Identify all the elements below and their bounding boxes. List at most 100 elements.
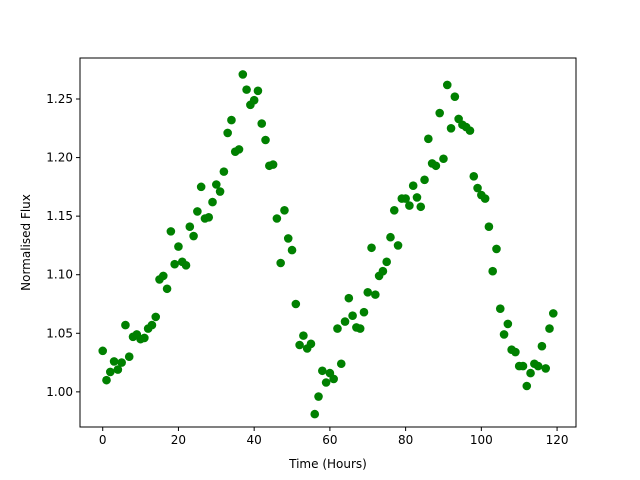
data-point [541, 364, 551, 373]
data-point [473, 183, 482, 193]
data-points [98, 70, 558, 419]
data-point [401, 194, 410, 203]
data-point [386, 232, 395, 242]
data-point [363, 287, 373, 297]
data-point [378, 266, 388, 276]
y-tick-label: 1.20 [46, 151, 73, 165]
data-point [488, 266, 498, 276]
data-point [272, 214, 282, 223]
data-point [371, 290, 380, 299]
plot-frame [79, 57, 577, 428]
data-point [469, 172, 479, 181]
data-point [442, 80, 452, 90]
data-point [185, 222, 195, 231]
data-point [105, 367, 115, 377]
data-point [393, 241, 403, 250]
y-tick-label: 1.00 [46, 385, 73, 399]
data-point [412, 193, 422, 202]
y-tick-label: 1.25 [46, 92, 73, 106]
data-point [537, 341, 547, 351]
data-point [533, 361, 543, 371]
data-point [336, 359, 346, 369]
data-point [147, 320, 157, 330]
data-point [314, 392, 323, 401]
data-point [98, 346, 108, 356]
data-point [159, 271, 168, 281]
data-point [511, 347, 520, 357]
data-point [318, 366, 327, 376]
data-point [306, 339, 316, 349]
data-point [435, 108, 444, 118]
y-tick-label: 1.05 [46, 326, 73, 340]
data-point [382, 257, 391, 267]
data-point [492, 244, 501, 254]
data-point [526, 368, 535, 378]
x-tick-label: 40 [247, 433, 262, 447]
data-point [121, 320, 130, 330]
data-point [367, 243, 376, 253]
data-point [268, 160, 278, 169]
data-point [431, 161, 441, 171]
data-point [405, 201, 414, 210]
data-point [522, 381, 532, 391]
data-point [420, 175, 429, 185]
data-point [204, 213, 214, 222]
data-point [283, 234, 293, 243]
y-tick-label: 1.15 [46, 209, 73, 223]
data-point [465, 126, 475, 135]
data-point [424, 134, 433, 144]
data-point [174, 242, 183, 251]
data-point [299, 331, 308, 340]
data-point [166, 227, 176, 236]
x-tick-label: 120 [546, 433, 569, 447]
data-point [189, 231, 198, 241]
data-point [109, 357, 119, 366]
data-point [344, 293, 354, 303]
data-point [102, 375, 111, 385]
data-point [359, 307, 369, 317]
data-point [548, 309, 558, 318]
data-point [151, 312, 161, 322]
data-point [212, 180, 221, 189]
data-point [242, 85, 251, 94]
data-point [355, 324, 365, 333]
data-point [280, 205, 289, 215]
data-point [276, 258, 285, 268]
x-tick-label: 20 [171, 433, 186, 447]
x-axis-label: Time (Hours) [288, 457, 367, 471]
data-point [170, 259, 179, 269]
data-point [329, 374, 338, 384]
data-point [518, 361, 528, 371]
x-axis-ticks: 0 20 40 60 80 100 120 [99, 427, 569, 447]
data-point [321, 378, 331, 387]
data-point [340, 317, 350, 326]
data-point [310, 409, 320, 419]
data-point [208, 197, 217, 207]
x-tick-label: 0 [99, 433, 107, 447]
data-point [503, 319, 513, 329]
data-point [291, 299, 301, 309]
data-point [181, 261, 191, 270]
y-axis-label: Normalised Flux [19, 194, 33, 291]
data-point [219, 167, 229, 176]
data-point [140, 333, 149, 343]
data-point [408, 181, 418, 190]
data-point [348, 311, 357, 321]
data-point [238, 70, 248, 79]
data-point [495, 304, 505, 313]
x-tick-label: 100 [470, 433, 493, 447]
data-point [499, 330, 509, 339]
data-point [223, 128, 232, 138]
x-tick-label: 60 [322, 433, 337, 447]
data-point [287, 245, 297, 255]
data-point [215, 187, 225, 196]
data-point [196, 182, 206, 192]
data-point [162, 284, 172, 294]
data-point [389, 205, 399, 215]
data-point [333, 324, 342, 333]
data-point [261, 135, 270, 145]
data-point [227, 115, 236, 125]
data-point [545, 324, 554, 333]
data-point [295, 340, 304, 350]
data-point [234, 145, 244, 154]
